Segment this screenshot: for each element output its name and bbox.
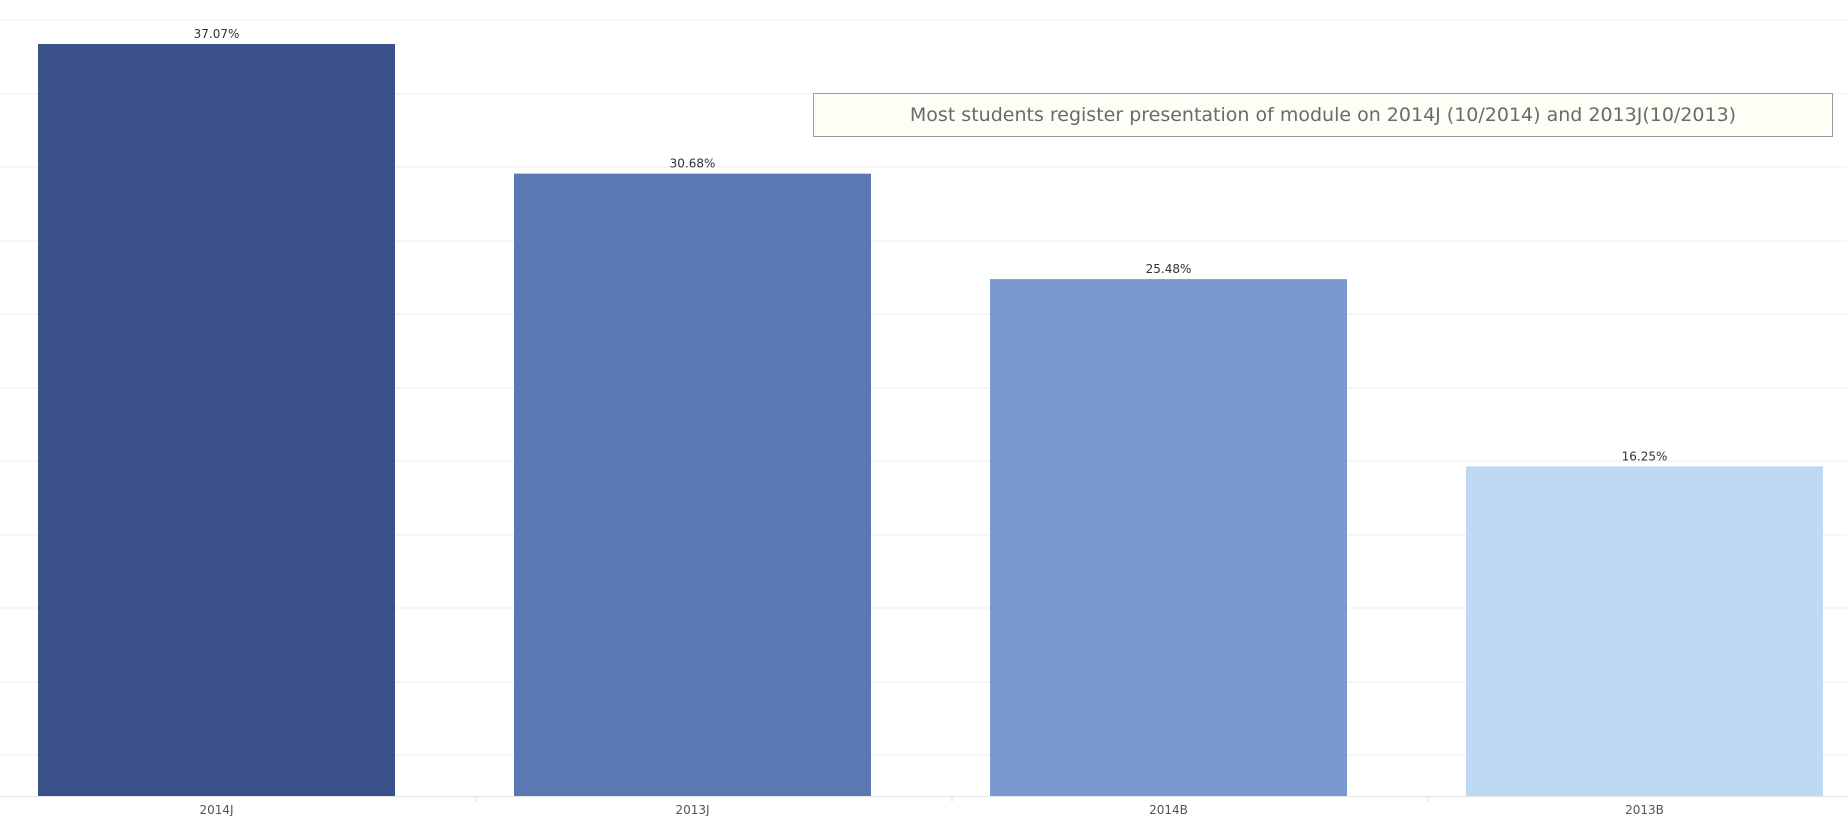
x-tick-label: 2014B bbox=[1149, 803, 1188, 816]
data-label: 30.68% bbox=[670, 157, 716, 171]
x-tick-label: 2014J bbox=[199, 803, 233, 816]
bars bbox=[38, 44, 1823, 796]
annotation-box: Most students register presentation of m… bbox=[813, 93, 1833, 137]
x-tick-label: 2013J bbox=[675, 803, 709, 816]
data-labels: 37.07% 30.68% 25.48% 16.25% bbox=[194, 27, 1668, 463]
x-tick-label: 2013B bbox=[1625, 803, 1664, 816]
bar-2014b[interactable] bbox=[990, 279, 1347, 796]
bar-2013b[interactable] bbox=[1466, 466, 1823, 796]
bar-2014j[interactable] bbox=[38, 44, 395, 796]
data-label: 25.48% bbox=[1146, 262, 1192, 276]
data-label: 16.25% bbox=[1622, 449, 1668, 463]
data-label: 37.07% bbox=[194, 27, 240, 41]
bar-2013j[interactable] bbox=[514, 173, 871, 796]
x-axis-tick-labels: 2014J 2013J 2014B 2013B bbox=[199, 803, 1663, 816]
